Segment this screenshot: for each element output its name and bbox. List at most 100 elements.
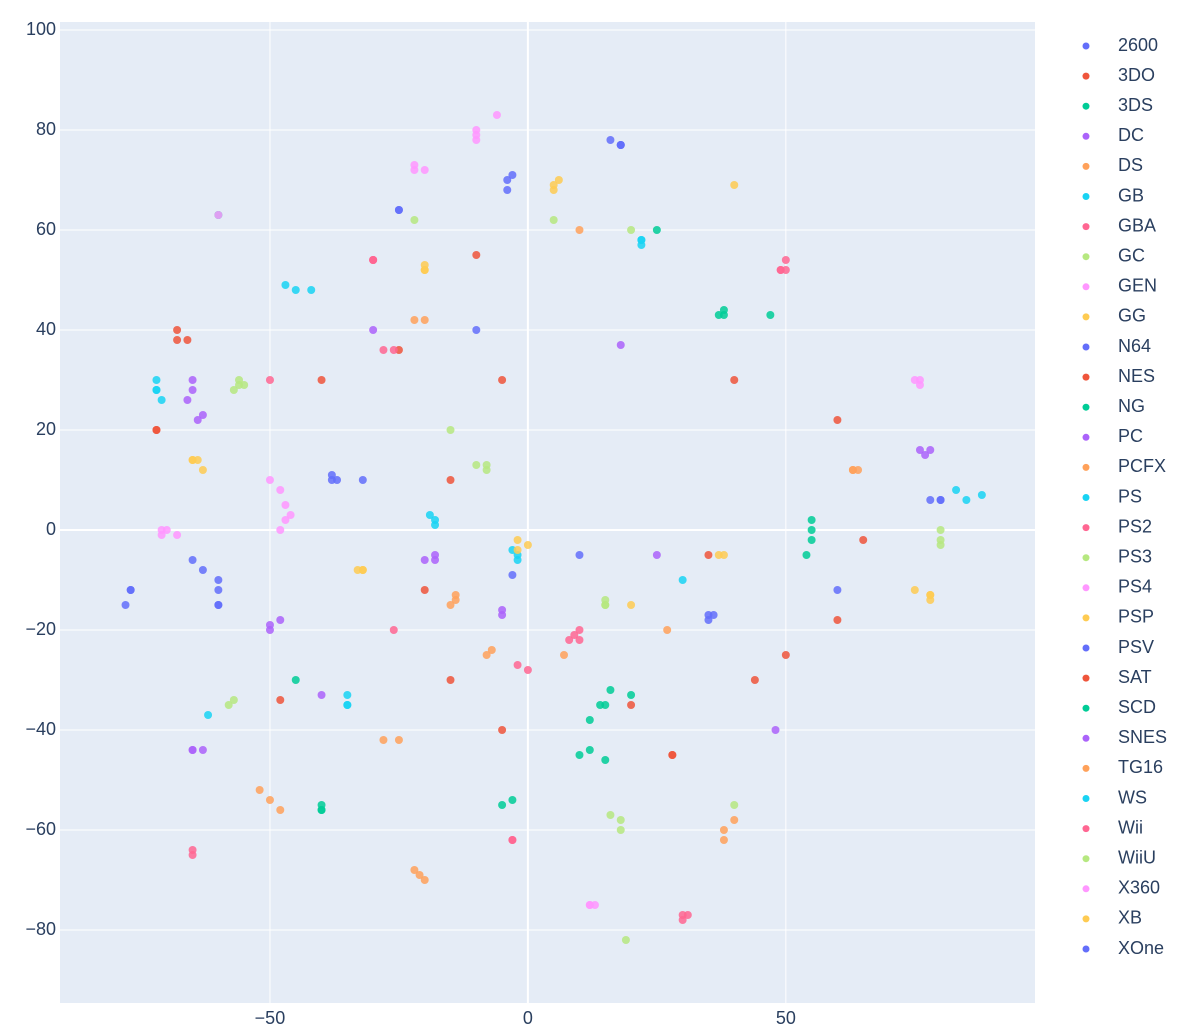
legend-label: SAT bbox=[1118, 667, 1152, 687]
legend-label: GC bbox=[1118, 245, 1145, 265]
point bbox=[265, 626, 274, 634]
point bbox=[198, 566, 207, 574]
legend-marker bbox=[1082, 674, 1090, 682]
point bbox=[781, 651, 790, 659]
point bbox=[265, 476, 274, 484]
point bbox=[343, 691, 352, 699]
point bbox=[915, 381, 924, 389]
point bbox=[420, 261, 429, 269]
point bbox=[627, 691, 636, 699]
point bbox=[472, 251, 481, 259]
point bbox=[389, 346, 398, 354]
point bbox=[379, 736, 388, 744]
point bbox=[235, 381, 244, 389]
point bbox=[704, 551, 713, 559]
point bbox=[492, 111, 501, 119]
legend-marker bbox=[1082, 524, 1090, 532]
point bbox=[286, 511, 295, 519]
point bbox=[627, 701, 636, 709]
legend-label: NG bbox=[1118, 396, 1145, 416]
point bbox=[508, 836, 517, 844]
point bbox=[265, 376, 274, 384]
point bbox=[523, 541, 532, 549]
point bbox=[549, 216, 558, 224]
legend-marker bbox=[1082, 463, 1090, 471]
point bbox=[410, 216, 419, 224]
x-tick-label: 0 bbox=[523, 1008, 533, 1027]
legend-label: DS bbox=[1118, 155, 1143, 175]
point bbox=[833, 616, 842, 624]
point bbox=[224, 701, 233, 709]
point bbox=[420, 586, 429, 594]
point bbox=[214, 211, 223, 219]
point bbox=[508, 571, 517, 579]
point bbox=[575, 636, 584, 644]
legend-marker bbox=[1082, 734, 1090, 742]
point bbox=[343, 701, 352, 709]
point bbox=[394, 736, 403, 744]
legend-label: PC bbox=[1118, 426, 1143, 446]
legend-label: SNES bbox=[1118, 727, 1167, 747]
y-tick-label: 40 bbox=[36, 319, 56, 339]
point bbox=[807, 516, 816, 524]
legend-marker bbox=[1082, 253, 1090, 261]
legend-label: PS bbox=[1118, 486, 1142, 506]
legend-label: 2600 bbox=[1118, 35, 1158, 55]
point bbox=[420, 166, 429, 174]
legend-marker bbox=[1082, 915, 1090, 923]
point bbox=[730, 181, 739, 189]
point bbox=[193, 456, 202, 464]
point bbox=[503, 176, 512, 184]
legend-label: PS2 bbox=[1118, 516, 1152, 536]
point bbox=[936, 526, 945, 534]
point bbox=[910, 586, 919, 594]
point bbox=[683, 911, 692, 919]
legend-marker bbox=[1082, 885, 1090, 893]
legend-label: X360 bbox=[1118, 878, 1160, 898]
legend-marker bbox=[1082, 825, 1090, 833]
point bbox=[781, 266, 790, 274]
legend-marker bbox=[1082, 162, 1090, 170]
legend-marker bbox=[1082, 494, 1090, 501]
point bbox=[157, 531, 166, 539]
point bbox=[281, 501, 290, 509]
point bbox=[585, 716, 594, 724]
point bbox=[977, 491, 986, 499]
point bbox=[188, 556, 197, 564]
point bbox=[781, 256, 790, 264]
point bbox=[513, 546, 522, 554]
point bbox=[173, 326, 182, 334]
point bbox=[606, 136, 615, 144]
legend-marker bbox=[1082, 795, 1090, 802]
point bbox=[523, 666, 532, 674]
point bbox=[565, 636, 574, 644]
point bbox=[214, 601, 223, 609]
legend-marker bbox=[1082, 945, 1090, 953]
y-tick-label: −20 bbox=[25, 619, 56, 639]
point bbox=[498, 801, 507, 809]
point bbox=[379, 346, 388, 354]
point bbox=[575, 226, 584, 234]
point bbox=[668, 751, 677, 759]
legend-marker bbox=[1082, 704, 1090, 712]
point bbox=[333, 476, 342, 484]
legend-marker bbox=[1082, 584, 1090, 592]
point bbox=[152, 376, 161, 384]
point bbox=[276, 616, 285, 624]
point bbox=[921, 451, 930, 459]
legend-label: 3DS bbox=[1118, 95, 1153, 115]
point bbox=[802, 551, 811, 559]
point bbox=[926, 591, 935, 599]
legend-label: GB bbox=[1118, 185, 1144, 205]
legend-label: N64 bbox=[1118, 336, 1151, 356]
point bbox=[482, 651, 491, 659]
point bbox=[498, 376, 507, 384]
legend-label: WS bbox=[1118, 787, 1147, 807]
point bbox=[317, 691, 326, 699]
point bbox=[730, 816, 739, 824]
plot-area bbox=[60, 22, 1035, 1003]
point bbox=[714, 311, 723, 319]
point bbox=[394, 206, 403, 214]
point bbox=[503, 186, 512, 194]
